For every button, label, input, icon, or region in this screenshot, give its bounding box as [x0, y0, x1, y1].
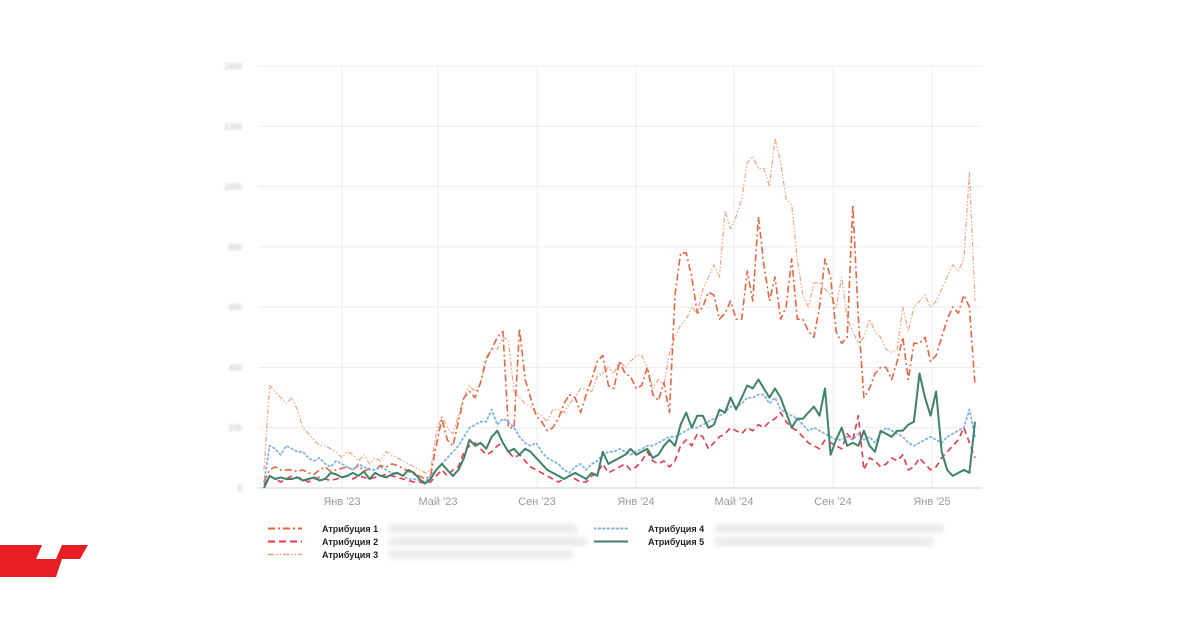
y-tick-label: 1400	[224, 62, 242, 71]
y-gridlines	[258, 65, 982, 489]
legend-item-3[interactable]: Атрибуция 3	[268, 548, 378, 561]
legend-redacted-text	[714, 524, 944, 533]
legend-swatch-5	[594, 540, 628, 543]
y-tick-label: 200	[229, 424, 243, 433]
series-lines	[263, 137, 976, 489]
legend-swatch-2	[268, 540, 302, 543]
series-line-1	[263, 203, 976, 483]
x-gridlines	[341, 66, 933, 488]
x-tick-label: Сен '24	[814, 496, 852, 508]
legend-label-5: Атрибуция 5	[648, 536, 705, 547]
legend-label-3: Атрибуция 3	[322, 549, 379, 560]
x-tick-label: Май '23	[419, 496, 458, 508]
y-tick-label: 1000	[224, 183, 242, 192]
series-line-3	[263, 137, 976, 474]
legend-item-5[interactable]: Атрибуция 5	[594, 535, 704, 548]
x-tick-label: Янв '25	[913, 496, 950, 508]
legend-item-4[interactable]: Атрибуция 4	[594, 522, 704, 535]
x-tick-label: Май '24	[715, 496, 754, 508]
brand-logo	[0, 545, 88, 577]
legend-swatch-3	[268, 553, 302, 556]
legend-swatch-4	[594, 527, 628, 530]
y-tick-label: 800	[229, 243, 243, 252]
legend-label-4: Атрибуция 4	[648, 523, 705, 534]
y-tick-label: 0	[238, 484, 243, 493]
legend-redacted-text	[388, 524, 578, 533]
y-tick-label: 400	[229, 363, 243, 372]
y-axis-ticks: 0 200 400 600 800 1000 1200 1400	[224, 62, 242, 493]
x-tick-label: Сен '23	[518, 496, 556, 508]
legend-label-1: Атрибуция 1	[322, 523, 379, 534]
x-tick-label: Янв '23	[323, 496, 360, 508]
y-tick-label: 600	[229, 303, 243, 312]
legend-redacted-text	[388, 550, 573, 559]
legend-item-2[interactable]: Атрибуция 2	[268, 535, 378, 548]
series-line-4	[263, 393, 976, 483]
legend-swatch-1	[268, 527, 302, 530]
y-tick-label: 1200	[224, 122, 242, 131]
x-axis-ticks: Янв '23 Май '23 Сен '23 Янв '24 Май '24 Сен '…	[323, 496, 950, 508]
legend-label-2: Атрибуция 2	[322, 536, 379, 547]
legend-redacted-text	[714, 537, 934, 546]
legend-redacted-text	[388, 537, 588, 546]
x-tick-label: Янв '24	[617, 496, 654, 508]
legend-item-1[interactable]: Атрибуция 1	[268, 522, 378, 535]
series-line-5	[263, 372, 976, 489]
